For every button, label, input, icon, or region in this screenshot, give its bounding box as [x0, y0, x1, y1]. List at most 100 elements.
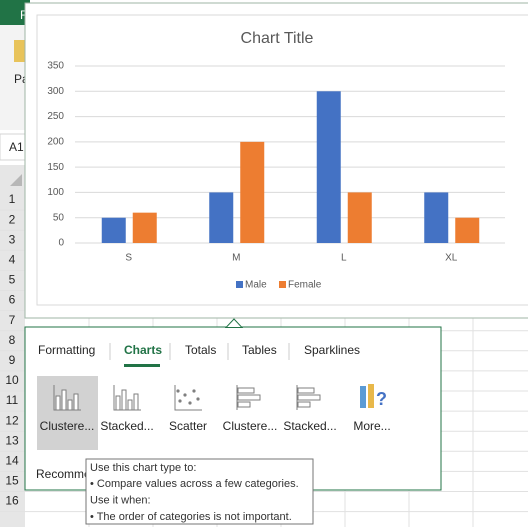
icon: [61, 389, 67, 411]
tooltip-line: Use this chart type to:: [90, 462, 196, 474]
tooltip-line: • The order of categories is not importa…: [90, 511, 292, 523]
chart-button[interactable]: Scatter: [169, 385, 207, 433]
icon: [127, 399, 133, 411]
row-number: 12: [5, 413, 19, 427]
legend-label: Female: [288, 280, 322, 291]
tab[interactable]: Sparklines: [304, 343, 360, 357]
file-tab[interactable]: F: [20, 8, 27, 22]
row-number: 5: [9, 273, 16, 287]
icon: [297, 387, 315, 394]
tab[interactable]: Charts: [124, 343, 162, 357]
tooltip: Use this chart type to: • Compare values …: [85, 458, 314, 525]
chart-button[interactable]: Clustere...: [223, 385, 278, 433]
bar: [240, 141, 265, 243]
button-label: Stacked...: [100, 419, 153, 433]
icon: [133, 393, 139, 411]
row-number: 14: [5, 453, 19, 467]
chart-title: Chart Title: [241, 30, 314, 47]
icon: [176, 389, 180, 393]
chart-area: [36, 14, 528, 306]
row-number: 9: [9, 353, 16, 367]
row-header: [0, 190, 25, 527]
chart-button[interactable]: ? More...: [353, 384, 391, 433]
legend-swatch: [236, 281, 243, 288]
active-tab-underline: [124, 364, 160, 367]
select-all[interactable]: [10, 174, 22, 186]
row-number: 4: [9, 252, 16, 266]
icon: ?: [376, 389, 387, 409]
x-tick-label: S: [125, 253, 132, 264]
x-tick-label: L: [341, 253, 347, 264]
chart-button[interactable]: Clustere...: [40, 385, 95, 433]
icon: [237, 401, 251, 408]
row-number: 6: [9, 293, 16, 307]
y-tick-label: 100: [47, 187, 64, 198]
row-number: 10: [5, 373, 19, 387]
icon: [188, 401, 192, 405]
row-number: 3: [9, 232, 16, 246]
y-tick-label: 50: [53, 212, 65, 223]
selected-button: [37, 376, 98, 450]
icon: [237, 394, 261, 401]
icon: [55, 395, 61, 411]
tab[interactable]: Formatting: [38, 343, 95, 357]
y-tick-label: 0: [58, 238, 64, 249]
x-tick-label: XL: [445, 253, 458, 264]
icon: [115, 395, 121, 411]
bar: [101, 217, 126, 243]
tab[interactable]: Tables: [242, 343, 277, 357]
button-label: Clustere...: [223, 419, 278, 433]
row-number: 16: [5, 494, 19, 508]
panel-notch: [224, 318, 244, 328]
button-label: More...: [353, 419, 390, 433]
row-number: 13: [5, 433, 19, 447]
name-box-text: A1: [9, 140, 24, 154]
chart-preview: Chart Title 0 50 100 150 200 250 300 350 S M L XL Ma…: [24, 2, 528, 319]
tooltip-line: • Compare values across a few categories…: [90, 478, 299, 490]
legend-swatch: [279, 281, 286, 288]
row-number: 1: [9, 192, 16, 206]
y-tick-label: 350: [47, 61, 64, 72]
icon: [237, 387, 255, 394]
y-tick-label: 250: [47, 111, 64, 122]
icon: [67, 399, 73, 411]
tab[interactable]: Totals: [185, 343, 216, 357]
button-label: Scatter: [169, 419, 207, 433]
footer-label: Recomme: [36, 467, 91, 481]
bar: [316, 91, 341, 244]
bar: [132, 212, 157, 243]
icon: [183, 393, 187, 397]
bar: [455, 217, 480, 243]
row-number: 8: [9, 333, 16, 347]
row-number: 2: [9, 212, 16, 226]
button-label: Stacked...: [283, 419, 336, 433]
tooltip-box: [85, 458, 314, 525]
chart-button[interactable]: Stacked...: [283, 385, 337, 433]
bar: [424, 192, 449, 243]
row-number: 11: [6, 393, 19, 407]
y-tick-label: 150: [47, 162, 64, 173]
icon: [178, 399, 182, 403]
row-number: 7: [9, 313, 16, 327]
chart-button[interactable]: Stacked...: [100, 385, 154, 433]
icon: [360, 386, 366, 408]
icon: [192, 389, 196, 393]
icon: [121, 389, 127, 411]
icon: [174, 385, 202, 411]
y-tick-label: 200: [47, 136, 64, 147]
legend-label: Male: [245, 280, 267, 291]
icon: [297, 401, 311, 408]
row-number: 15: [5, 474, 19, 488]
tooltip-line: Use it when:: [90, 495, 151, 507]
icon: [196, 397, 200, 401]
y-tick-label: 300: [47, 86, 64, 97]
bar: [347, 192, 372, 243]
bar: [209, 192, 234, 243]
icon: [297, 394, 321, 401]
icon: [73, 393, 79, 411]
icon: [368, 384, 374, 408]
button-label: Clustere...: [40, 419, 95, 433]
x-tick-label: M: [232, 253, 240, 264]
